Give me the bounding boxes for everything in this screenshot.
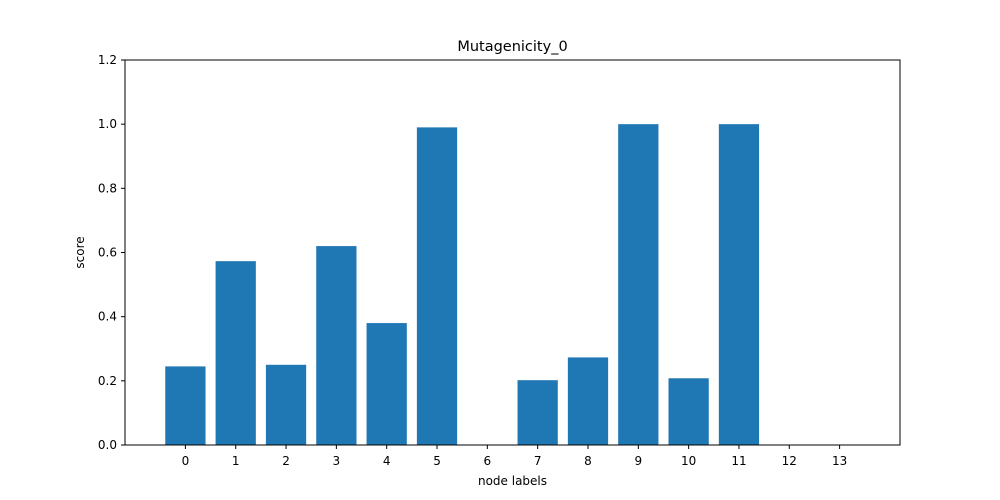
x-tick-label: 2 — [282, 454, 290, 468]
y-tick-label: 0.0 — [98, 438, 117, 452]
y-tick-label: 0.6 — [98, 246, 117, 260]
bar-group — [165, 124, 760, 446]
x-tick-label: 13 — [832, 454, 847, 468]
x-tick-label: 4 — [383, 454, 391, 468]
bar-5 — [416, 127, 458, 445]
y-tick-label: 0.8 — [98, 181, 117, 195]
x-tick-label: 7 — [534, 454, 542, 468]
bar-1 — [215, 261, 256, 445]
plot-frame — [124, 59, 901, 446]
y-axis-label: score — [73, 236, 87, 268]
bar-7 — [517, 380, 558, 445]
x-tick-label: 0 — [182, 454, 190, 468]
bar-0 — [165, 366, 206, 445]
x-tick-label: 12 — [782, 454, 797, 468]
bar-9 — [618, 124, 659, 446]
bar-4 — [366, 323, 407, 445]
bar-10 — [668, 378, 709, 445]
x-tick-label: 9 — [634, 454, 642, 468]
bar-2 — [265, 364, 307, 445]
x-axis-label: node labels — [478, 474, 547, 488]
y-tick-label: 1.0 — [98, 117, 117, 131]
y-tick-label: 0.2 — [98, 374, 117, 388]
x-axis-ticks: 0 1 2 3 4 5 6 7 8 9 10 11 12 13 — [182, 445, 847, 468]
y-tick-label: 1.2 — [98, 53, 117, 67]
x-tick-label: 5 — [433, 454, 441, 468]
bar-11 — [718, 124, 760, 446]
x-tick-label: 1 — [232, 454, 240, 468]
y-axis-ticks: 0.0 0.2 0.4 0.6 0.8 1.0 1.2 — [98, 53, 125, 452]
x-tick-label: 11 — [731, 454, 746, 468]
bar-8 — [567, 357, 609, 445]
bar-3 — [316, 246, 357, 445]
chart-title: Mutagenicity_0 — [457, 39, 567, 55]
x-tick-label: 10 — [681, 454, 696, 468]
x-tick-label: 3 — [333, 454, 341, 468]
y-tick-label: 0.4 — [98, 310, 117, 324]
x-tick-label: 6 — [484, 454, 492, 468]
x-tick-label: 8 — [584, 454, 592, 468]
